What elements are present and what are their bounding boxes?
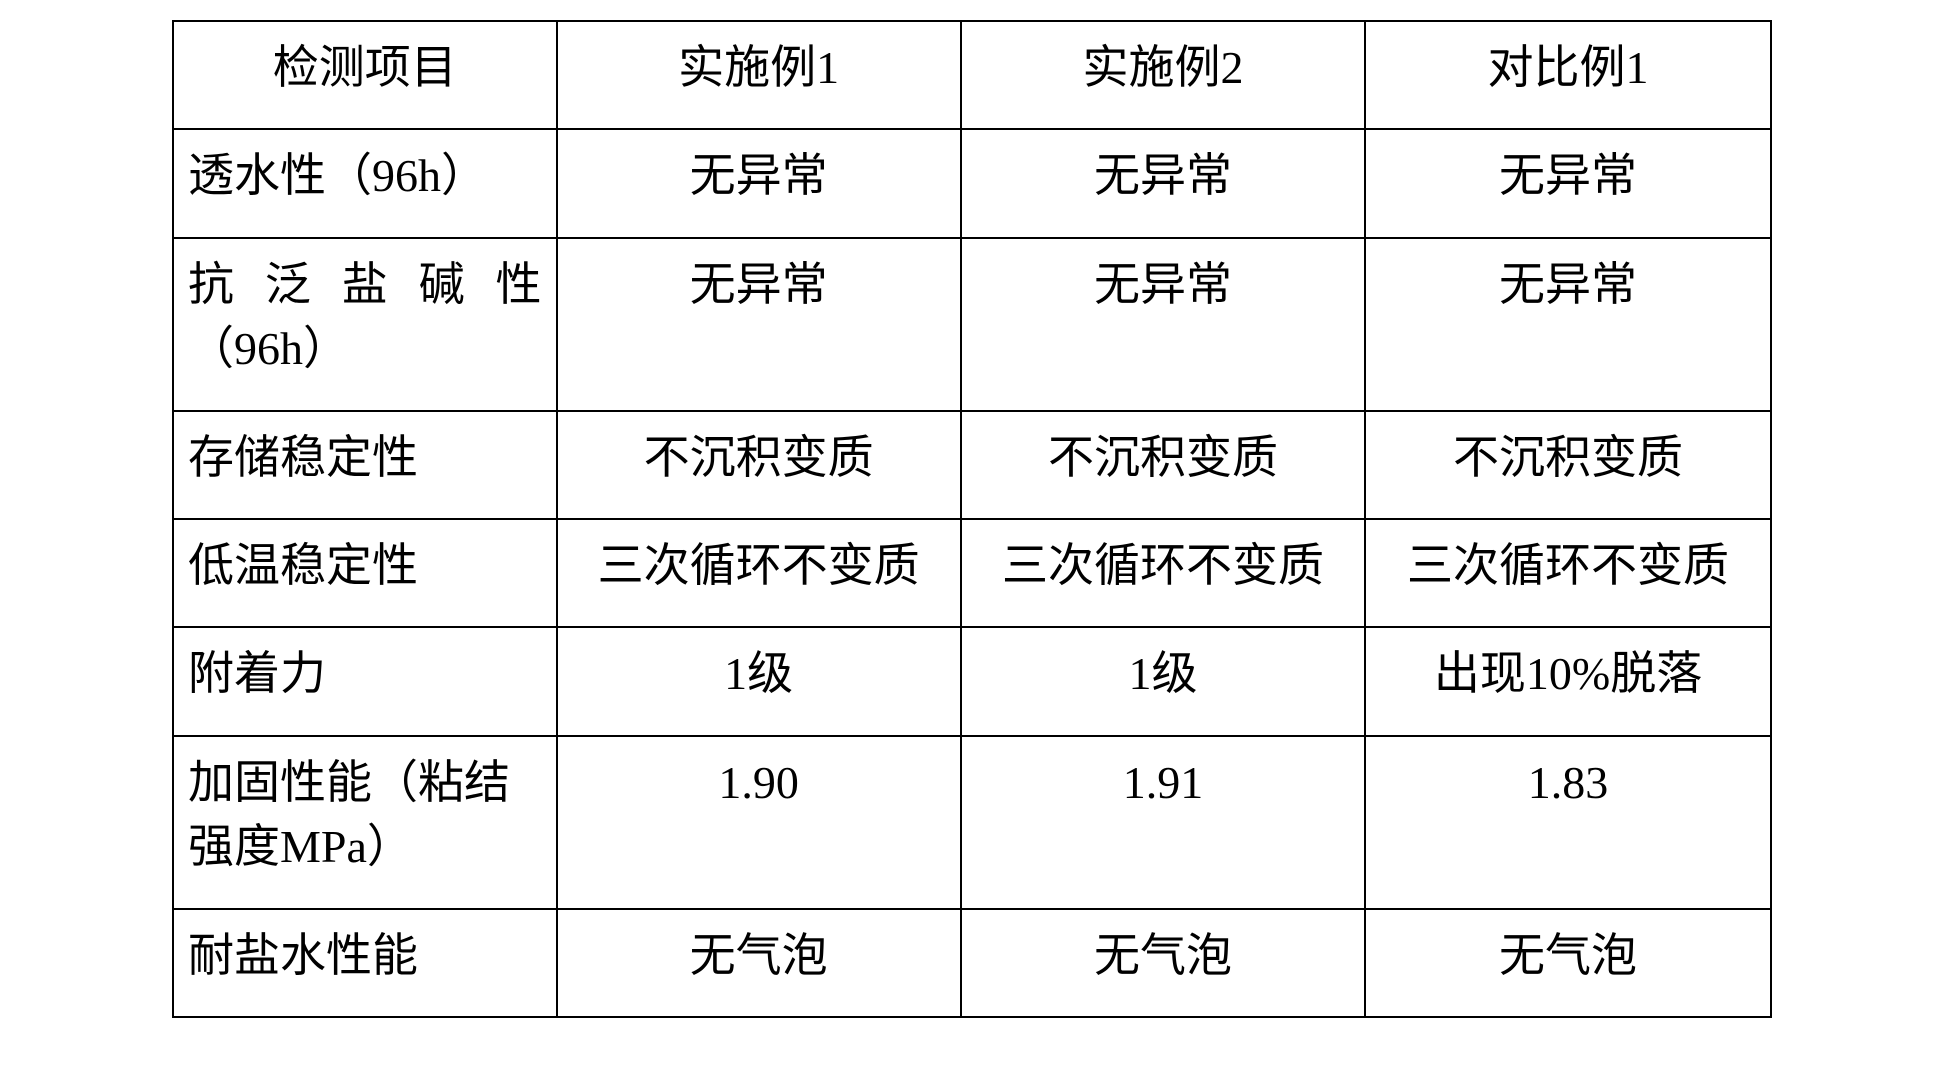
row-label: 抗泛盐碱性（96h）: [173, 238, 557, 411]
cell: 1.90: [557, 736, 961, 909]
row-label: 附着力: [173, 627, 557, 735]
row-label-line1: 加固性能（粘结: [188, 757, 510, 808]
table-container: 检测项目 实施例1 实施例2 对比例1 透水性（96h）无异常无异常无异常抗泛盐…: [172, 20, 1772, 1018]
cell: 三次循环不变质: [961, 519, 1365, 627]
cell: 1级: [961, 627, 1365, 735]
cell: 无气泡: [557, 909, 961, 1017]
table-row: 透水性（96h）无异常无异常无异常: [173, 129, 1771, 237]
cell: 1级: [557, 627, 961, 735]
cell: 无异常: [961, 238, 1365, 411]
table-row: 附着力1级1级出现10%脱落: [173, 627, 1771, 735]
cell: 无异常: [1365, 238, 1771, 411]
cell: 无气泡: [1365, 909, 1771, 1017]
table-row: 耐盐水性能无气泡无气泡无气泡: [173, 909, 1771, 1017]
row-label-line1: 抗泛盐碱性: [188, 253, 542, 317]
cell: 1.83: [1365, 736, 1771, 909]
cell: 无气泡: [961, 909, 1365, 1017]
cell: 无异常: [961, 129, 1365, 237]
col-header-0: 检测项目: [173, 21, 557, 129]
row-label: 存储稳定性: [173, 411, 557, 519]
cell: 出现10%脱落: [1365, 627, 1771, 735]
cell: 三次循环不变质: [1365, 519, 1771, 627]
col-header-3: 对比例1: [1365, 21, 1771, 129]
cell: 无异常: [557, 238, 961, 411]
row-label: 透水性（96h）: [173, 129, 557, 237]
table-row: 抗泛盐碱性（96h）无异常无异常无异常: [173, 238, 1771, 411]
cell: 无异常: [557, 129, 961, 237]
cell: 三次循环不变质: [557, 519, 961, 627]
table-body: 透水性（96h）无异常无异常无异常抗泛盐碱性（96h）无异常无异常无异常存储稳定…: [173, 129, 1771, 1017]
col-header-2: 实施例2: [961, 21, 1365, 129]
table-row: 存储稳定性不沉积变质不沉积变质不沉积变质: [173, 411, 1771, 519]
table-header-row: 检测项目 实施例1 实施例2 对比例1: [173, 21, 1771, 129]
row-label: 耐盐水性能: [173, 909, 557, 1017]
cell: 不沉积变质: [557, 411, 961, 519]
cell: 无异常: [1365, 129, 1771, 237]
cell: 不沉积变质: [1365, 411, 1771, 519]
row-label: 低温稳定性: [173, 519, 557, 627]
col-header-1: 实施例1: [557, 21, 961, 129]
row-label: 加固性能（粘结强度MPa）: [173, 736, 557, 909]
table-row: 加固性能（粘结强度MPa）1.901.911.83: [173, 736, 1771, 909]
row-label-line2: 强度MPa）: [188, 815, 542, 879]
cell: 1.91: [961, 736, 1365, 909]
data-table: 检测项目 实施例1 实施例2 对比例1 透水性（96h）无异常无异常无异常抗泛盐…: [172, 20, 1772, 1018]
table-row: 低温稳定性三次循环不变质三次循环不变质三次循环不变质: [173, 519, 1771, 627]
row-label-line2: （96h）: [188, 317, 542, 381]
cell: 不沉积变质: [961, 411, 1365, 519]
